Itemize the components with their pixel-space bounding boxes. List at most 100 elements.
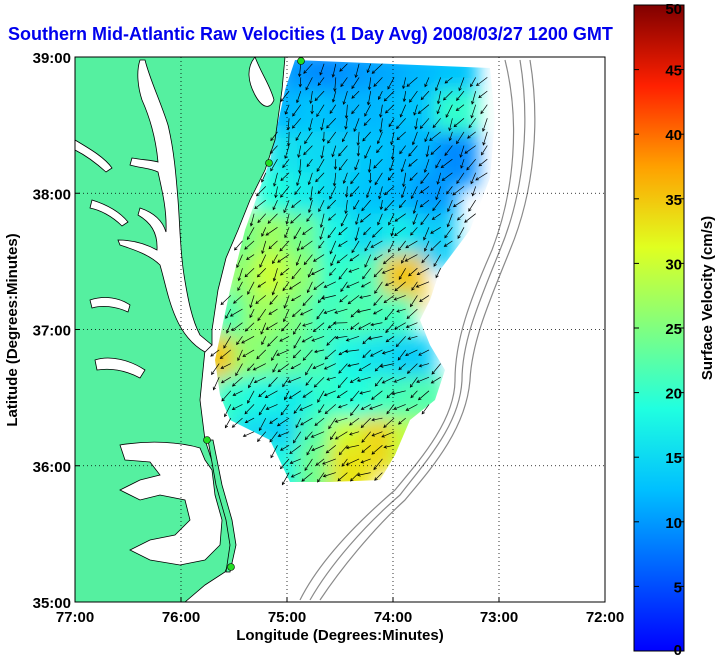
velocity-arrow [372, 308, 383, 315]
velocity-arrow [258, 404, 267, 416]
velocity-arrow [282, 281, 290, 292]
velocity-arrow [269, 417, 278, 424]
velocity-arrow [334, 308, 348, 314]
velocity-arrow [371, 390, 383, 400]
velocity-arrow [226, 322, 232, 334]
velocity-arrow [284, 227, 290, 239]
velocity-arrow [350, 308, 360, 318]
x-tick-label: 76:00 [162, 609, 200, 626]
velocity-arrow [423, 159, 430, 173]
velocity-arrow [356, 376, 371, 382]
velocity-arrow [301, 335, 313, 343]
velocity-arrow [277, 363, 290, 373]
velocity-arrow [416, 267, 430, 276]
velocity-arrow [453, 118, 465, 128]
velocity-arrow [359, 295, 371, 299]
velocity-arrow [273, 172, 278, 187]
velocity-arrow [326, 118, 337, 129]
velocity-arrow [279, 335, 290, 342]
velocity-arrow [280, 172, 290, 181]
velocity-arrow [330, 254, 337, 267]
velocity-arrow [344, 118, 348, 130]
velocity-arrow [444, 227, 453, 239]
velocity-arrow [435, 159, 442, 169]
velocity-arrow [431, 213, 441, 220]
velocity-arrow [481, 145, 488, 156]
velocity-arrow [354, 63, 360, 79]
velocity-arrow [405, 404, 418, 411]
velocity-arrow [447, 199, 453, 213]
velocity-arrow [302, 295, 313, 307]
velocity-arrow [344, 104, 349, 119]
velocity-arrow [419, 186, 430, 194]
velocity-arrow [406, 308, 418, 319]
velocity-arrow [381, 267, 395, 274]
velocity-arrow [287, 376, 301, 383]
velocity-arrow [412, 213, 418, 225]
velocity-arrow [418, 349, 430, 356]
velocity-arrow [298, 77, 302, 88]
velocity-arrow [277, 254, 290, 263]
velocity-arrow [317, 295, 325, 304]
velocity-arrow [402, 91, 407, 103]
velocity-arrow [444, 145, 453, 157]
velocity-arrow [327, 213, 337, 221]
velocity-arrow [410, 295, 418, 308]
velocity-arrow [355, 213, 360, 225]
velocity-arrow [237, 281, 243, 292]
velocity-arrow [297, 63, 302, 78]
velocity-arrow [340, 77, 348, 88]
velocity-arrow [351, 90, 360, 99]
velocity-arrow [310, 104, 314, 115]
velocity-arrow [417, 104, 430, 114]
velocity-arrow [284, 145, 290, 160]
velocity-arrow [377, 90, 383, 100]
velocity-arrow [374, 172, 383, 186]
velocity-arrow [257, 281, 266, 288]
velocity-arrow [410, 186, 418, 200]
velocity-arrow [312, 322, 325, 333]
velocity-arrow [421, 404, 430, 415]
velocity-arrow [284, 390, 290, 401]
velocity-arrow [306, 213, 313, 222]
velocity-arrow [283, 199, 290, 214]
velocity-arrow [371, 227, 383, 238]
velocity-arrow [435, 186, 442, 201]
colorbar-tick-label: 45 [665, 63, 682, 80]
velocity-arrow [276, 417, 290, 427]
velocity-arrow [289, 445, 302, 455]
chesapeake-bay [117, 59, 213, 353]
velocity-arrow [293, 227, 302, 240]
pamlico-sound [119, 441, 223, 566]
velocity-arrow [399, 104, 407, 118]
velocity-arrow [286, 118, 291, 131]
velocity-arrow [381, 349, 395, 355]
velocity-arrow [366, 63, 372, 74]
velocity-arrow [269, 295, 278, 305]
velocity-arrow [371, 63, 383, 74]
velocity-arrow [242, 431, 255, 438]
velocity-arrow [433, 254, 442, 267]
velocity-arrow [326, 336, 337, 346]
velocity-arrow [261, 240, 267, 255]
velocity-arrow [425, 145, 430, 158]
velocity-arrow [409, 90, 418, 103]
velocity-arrow [364, 145, 372, 159]
velocity-arrow [423, 227, 430, 241]
y-axis-label: Latitude (Degrees:Minutes) [4, 233, 21, 426]
velocity-arrow [317, 390, 325, 403]
velocity-arrow [441, 172, 453, 181]
velocity-arrow [268, 308, 278, 315]
velocity-arrow [270, 131, 278, 142]
velocity-arrow [342, 131, 348, 143]
velocity-arrow [420, 172, 430, 185]
velocity-arrow [378, 186, 383, 200]
velocity-arrow [309, 91, 313, 105]
velocity-arrow [317, 472, 325, 483]
velocity-arrow [247, 281, 255, 295]
velocity-arrow [220, 363, 231, 369]
velocity-arrow [396, 118, 406, 130]
velocity-arrow [369, 349, 383, 357]
velocity-arrow [345, 444, 360, 450]
colorbar-tick-label: 40 [665, 127, 682, 144]
